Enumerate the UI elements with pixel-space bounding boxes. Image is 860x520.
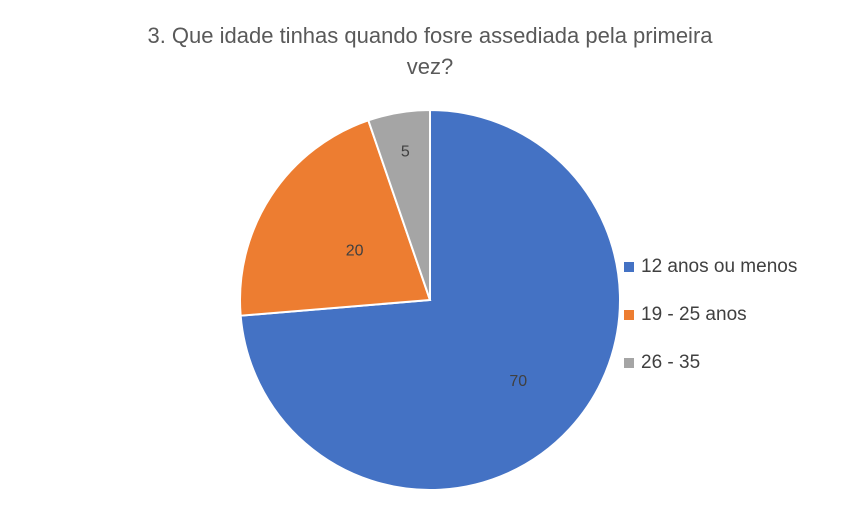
legend-item-26-35: 26 - 35 — [624, 339, 797, 387]
data-label-26-35: 5 — [401, 144, 410, 161]
chart-title-line-1: 3. Que idade tinhas quando fosre assedia… — [147, 23, 713, 48]
legend-item-12-anos-ou-menos: 12 anos ou menos — [624, 243, 797, 291]
chart-title-line-2: vez? — [406, 54, 454, 79]
chart-legend: 12 anos ou menos 19 - 25 anos 26 - 35 — [624, 243, 797, 387]
legend-swatch-19-25-anos — [624, 310, 634, 320]
legend-swatch-26-35 — [624, 358, 634, 368]
pie-slice-19-25-anos — [239, 119, 432, 317]
legend-label-12-anos-ou-menos: 12 anos ou menos — [641, 256, 798, 277]
legend-item-19-25-anos: 19 - 25 anos — [624, 291, 797, 339]
legend-label-19-25-anos: 19 - 25 anos — [641, 304, 747, 325]
data-label-19-25-anos: 20 — [346, 242, 364, 259]
legend-label-26-35: 26 - 35 — [641, 352, 701, 373]
data-label-12-anos-ou-menos: 70 — [509, 373, 527, 390]
chart-title: 3. Que idade tinhas quando fosre assedia… — [0, 20, 860, 82]
legend-swatch-12-anos-ou-menos — [624, 262, 634, 272]
pie-slice-26-35 — [367, 108, 431, 301]
